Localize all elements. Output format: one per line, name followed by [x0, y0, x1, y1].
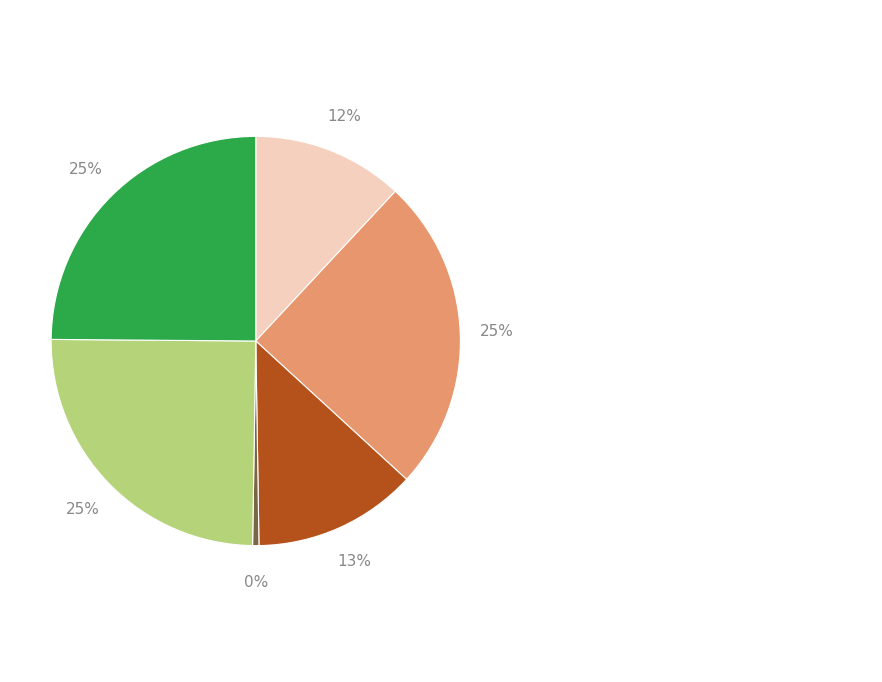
Text: 25%: 25%: [480, 324, 514, 339]
Legend: Centrale di compressione, Centrale Termoelettrica, Raffineria, Piattaforma a mar: Centrale di compressione, Centrale Termo…: [519, 243, 736, 439]
Text: 12%: 12%: [327, 109, 362, 124]
Wedge shape: [51, 340, 256, 546]
Wedge shape: [51, 136, 256, 341]
Wedge shape: [256, 341, 407, 546]
Text: 0%: 0%: [243, 575, 268, 590]
Text: 13%: 13%: [338, 554, 371, 569]
Wedge shape: [256, 192, 460, 479]
Wedge shape: [256, 136, 395, 341]
Wedge shape: [252, 341, 259, 546]
Text: 25%: 25%: [69, 162, 102, 177]
Text: 25%: 25%: [66, 502, 100, 517]
